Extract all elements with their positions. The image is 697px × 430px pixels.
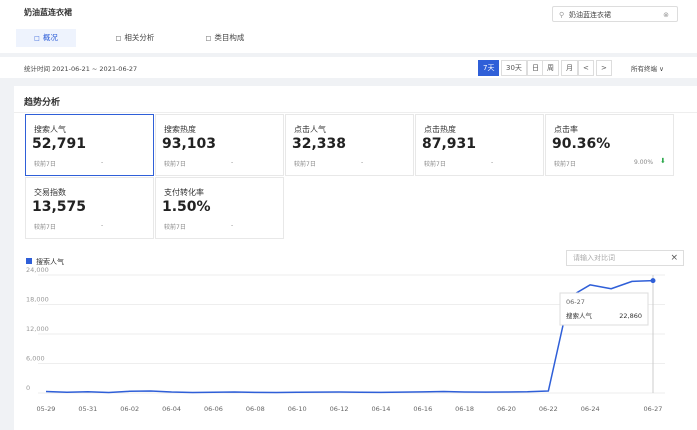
x-tick-label: 06-18 [455,405,474,413]
tab-icon: □ [34,35,40,42]
metric-compare: 较前7日 [164,161,186,168]
x-tick-label: 06-06 [204,405,223,413]
tab[interactable]: □ 类目构成 [190,29,260,47]
range-button[interactable]: > [596,60,612,76]
search-box[interactable]: 奶油蓝连衣裙 ⚲ ⊗ [552,6,678,22]
metric-compare: 较前7日 [554,161,576,168]
metric-change: - [101,159,104,166]
metric-card[interactable]: 点击热度 87,931 较前7日 - [415,114,544,176]
metric-change: - [101,222,104,229]
metric-compare: 较前7日 [164,224,186,231]
x-tick-label: 06-12 [330,405,349,413]
tab-icon: □ [115,35,122,42]
metric-value: 93,103 [162,136,217,152]
terminal: 所有终端 [631,65,657,73]
x-tick-label: 06-27 [644,405,663,413]
metric-compare: 较前7日 [34,161,56,168]
metric-value: 32,338 [292,136,347,152]
x-tick-label: 06-14 [371,405,390,413]
metric-value: 90.36% [552,136,611,152]
metric-change: 9.00% [634,159,654,166]
y-tick-label: 24,000 [26,266,49,274]
y-tick-label: 12,000 [26,325,49,333]
metric-compare: 较前7日 [424,161,446,168]
metric-label: 搜索热度 [164,125,196,134]
tooltip-value: 22,860 [619,312,642,320]
y-tick-label: 6,000 [26,355,45,363]
range-button[interactable]: < [578,60,594,76]
metric-card[interactable]: 搜索人气 52,791 较前7日 - [25,114,154,176]
metric-label: 点击人气 [294,125,326,134]
tooltip-name: 搜索人气 [566,311,593,320]
search-icon: ⚲ [559,11,565,19]
tooltip [559,292,649,326]
metric-card[interactable]: 搜索热度 93,103 较前7日 - [155,114,284,176]
metric-change: - [231,222,234,229]
x-tick-label: 06-16 [413,405,432,413]
range-button[interactable]: 月 [561,60,578,76]
divider [14,112,697,113]
search-text: 奶油蓝连衣裙 [569,11,611,19]
metric-change: - [231,159,234,166]
x-tick-label: 06-20 [497,405,516,413]
terminal-select[interactable]: 所有终端 ∨ [631,65,664,73]
metric-label: 交易指数 [34,188,66,197]
clear-icon[interactable]: ⊗ [663,11,669,19]
section-title: 趋势分析 [24,98,61,108]
metric-compare: 较前7日 [294,161,316,168]
tab-label: 概况 [42,33,58,42]
metric-label: 点击热度 [424,125,456,134]
header: 奶油蓝连衣裙 奶油蓝连衣裙 ⚲ ⊗ □ 概况 □ 相关分析 □ 类目构成 [0,0,697,53]
metric-label: 支付转化率 [164,188,204,197]
metric-label: 点击率 [554,125,578,134]
compare-input[interactable]: 请输入对比词 × [566,250,684,266]
metric-card[interactable]: 交易指数 13,575 较前7日 - [25,177,154,239]
metric-card[interactable]: 点击率 90.36% 较前7日 9.00% ⬇ [545,114,674,176]
legend-label: 搜索人气 [36,257,64,266]
metric-card[interactable]: 点击人气 32,338 较前7日 - [285,114,414,176]
metric-change: - [491,159,494,166]
x-tick-label: 06-04 [162,405,181,413]
metric-change: - [361,159,364,166]
x-tick-label: 06-08 [246,405,265,413]
stat-time: 统计时间 2021-06-21 ~ 2021-06-27 [24,65,138,73]
x-tick-label: 05-29 [37,405,56,413]
x-tick-label: 06-02 [120,405,139,413]
tooltip-date: 06-27 [566,298,585,306]
range-button[interactable]: 周 [542,60,559,76]
down-arrow: ⬇ [660,157,666,165]
x-tick-label: 06-22 [539,405,558,413]
range-button[interactable]: 7天 [478,60,500,76]
tab[interactable]: □ 相关分析 [100,29,170,47]
metric-value: 1.50% [162,199,211,215]
close[interactable]: × [670,253,678,263]
compare-placeholder: 请输入对比词 [573,254,615,262]
tab-label: 相关分析 [124,33,155,42]
title: 奶油蓝连衣裙 [24,8,72,17]
metric-value: 13,575 [32,199,87,215]
range-button[interactable]: 30天 [501,60,527,76]
tab-icon: □ [205,35,212,42]
legend-swatch [26,258,32,264]
metric-card[interactable]: 支付转化率 1.50% 较前7日 - [155,177,284,239]
metric-compare: 较前7日 [34,224,56,231]
y-tick-label: 18,000 [26,296,49,304]
series-line [45,279,654,394]
metric-value: 87,931 [422,136,477,152]
tab-label: 类目构成 [214,33,245,42]
x-tick-label: 06-24 [581,405,600,413]
chart: 搜索人气 0 6,000 12,000 18,000 24,000 05-29 05-31 06… [26,257,665,413]
metric-value: 52,791 [32,136,87,152]
metric-label: 搜索人气 [34,125,66,134]
x-tick-label: 05-31 [78,405,97,413]
point [650,278,656,284]
y-tick-label: 0 [26,384,30,392]
x-tick-label: 06-10 [288,405,307,413]
tab[interactable]: □ 概况 [16,29,76,47]
